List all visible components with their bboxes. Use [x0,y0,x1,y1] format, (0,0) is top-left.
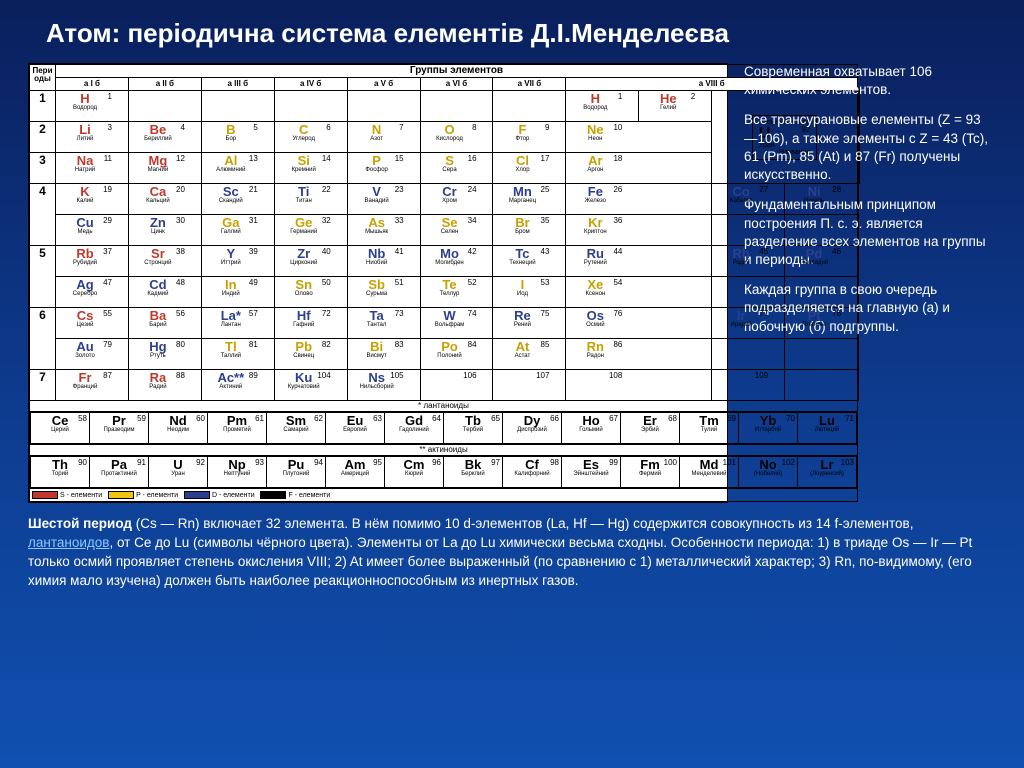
footer-text: Шестой период (Cs — Rn) включает 32 элем… [28,515,988,591]
footer-body1: (Cs — Rn) включает 32 элемента. В нём по… [132,516,914,531]
footer-link: лантаноидов [28,535,109,550]
footer-lead: Шестой период [28,516,132,531]
side-p3: Фундаментальным принципом построения П. … [744,196,994,269]
side-p2: Все трансурановые елементы (Z = 93—106),… [744,111,994,184]
side-p4: Каждая группа в свою очередь подразделяе… [744,281,994,336]
page-title: Атом: періодична система елементів Д.І.М… [46,18,996,49]
periodic-table: Пери одыГруппы элементова I ба II ба III… [28,63,728,503]
footer-body2: , от Ce до Lu (символы чёрного цвета). Э… [28,535,972,588]
side-p1: Современная охватывает 106 химических эл… [744,63,994,99]
